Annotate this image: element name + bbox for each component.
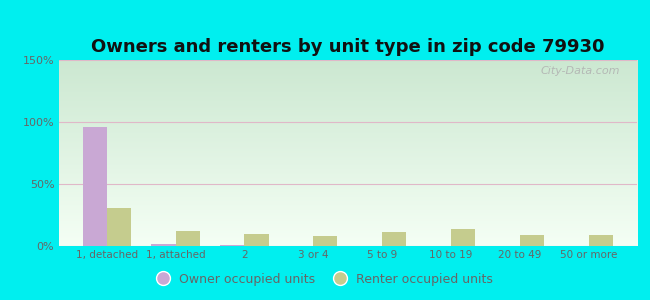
Legend: Owner occupied units, Renter occupied units: Owner occupied units, Renter occupied un…	[151, 268, 499, 291]
Bar	[244, 234, 268, 246]
Bar	[451, 229, 475, 246]
Bar	[520, 235, 544, 246]
Bar	[107, 208, 131, 246]
Bar	[220, 245, 244, 246]
Bar	[382, 232, 406, 246]
Bar	[83, 127, 107, 246]
Bar	[151, 244, 176, 246]
Title: Owners and renters by unit type in zip code 79930: Owners and renters by unit type in zip c…	[91, 38, 604, 56]
Bar	[313, 236, 337, 246]
Bar	[176, 231, 200, 246]
Bar	[589, 235, 613, 246]
Text: City-Data.com: City-Data.com	[540, 66, 619, 76]
